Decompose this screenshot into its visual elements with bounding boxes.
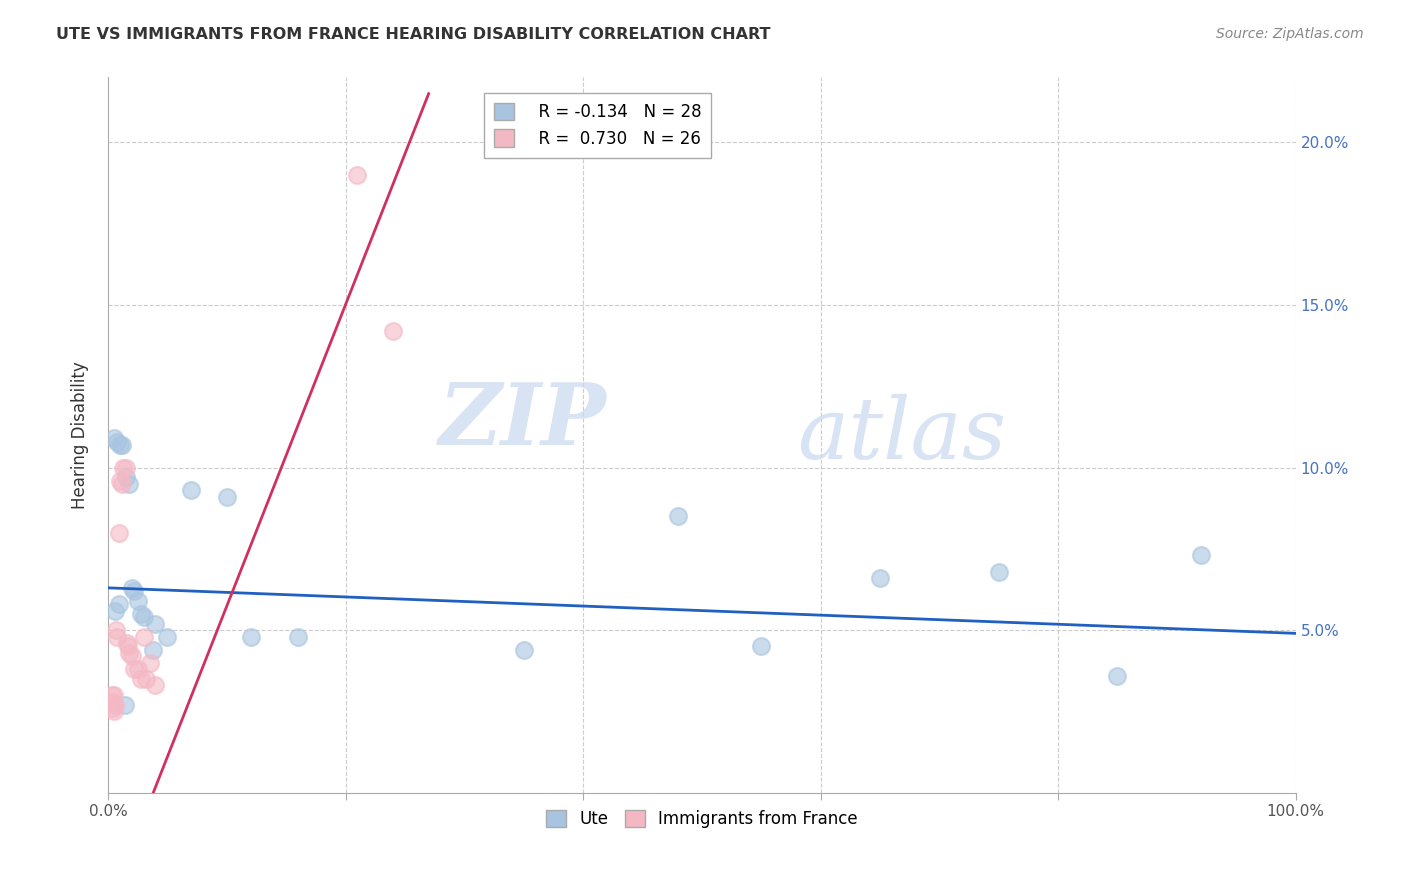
Point <box>111 476 134 491</box>
Point <box>129 607 152 621</box>
Text: Source: ZipAtlas.com: Source: ZipAtlas.com <box>1216 27 1364 41</box>
Point <box>101 695 124 709</box>
Point <box>1107 668 1129 682</box>
Text: ZIP: ZIP <box>439 379 607 462</box>
Point <box>104 698 127 712</box>
Point <box>103 431 125 445</box>
Point <box>382 324 405 338</box>
Point <box>101 701 124 715</box>
Point <box>129 672 152 686</box>
Point <box>869 571 891 585</box>
Point <box>145 678 167 692</box>
Point <box>156 630 179 644</box>
Point <box>105 623 128 637</box>
Point <box>107 630 129 644</box>
Point <box>180 483 202 498</box>
Point <box>108 474 131 488</box>
Point <box>215 490 238 504</box>
Point <box>103 688 125 702</box>
Point <box>117 640 139 654</box>
Point <box>132 630 155 644</box>
Text: atlas: atlas <box>797 393 1005 476</box>
Point <box>239 630 262 644</box>
Point <box>287 630 309 644</box>
Y-axis label: Hearing Disability: Hearing Disability <box>72 361 89 509</box>
Point <box>135 672 157 686</box>
Point <box>114 460 136 475</box>
Point <box>122 584 145 599</box>
Point <box>111 438 134 452</box>
Point <box>114 698 136 712</box>
Point <box>107 434 129 449</box>
Point <box>145 616 167 631</box>
Point <box>346 168 368 182</box>
Point <box>121 581 143 595</box>
Point <box>512 642 534 657</box>
Point <box>127 594 149 608</box>
Point <box>127 662 149 676</box>
Point <box>121 649 143 664</box>
Point <box>142 642 165 657</box>
Point <box>114 470 136 484</box>
Point <box>112 460 135 475</box>
Legend: Ute, Immigrants from France: Ute, Immigrants from France <box>538 803 865 834</box>
Point <box>104 604 127 618</box>
Point <box>666 509 689 524</box>
Point <box>108 438 131 452</box>
Point <box>115 636 138 650</box>
Point <box>107 525 129 540</box>
Point <box>107 597 129 611</box>
Point <box>749 640 772 654</box>
Point <box>118 476 141 491</box>
Point <box>100 688 122 702</box>
Point <box>122 662 145 676</box>
Point <box>118 646 141 660</box>
Point <box>132 610 155 624</box>
Point <box>1189 549 1212 563</box>
Point <box>103 705 125 719</box>
Text: UTE VS IMMIGRANTS FROM FRANCE HEARING DISABILITY CORRELATION CHART: UTE VS IMMIGRANTS FROM FRANCE HEARING DI… <box>56 27 770 42</box>
Point <box>138 656 160 670</box>
Point <box>987 565 1010 579</box>
